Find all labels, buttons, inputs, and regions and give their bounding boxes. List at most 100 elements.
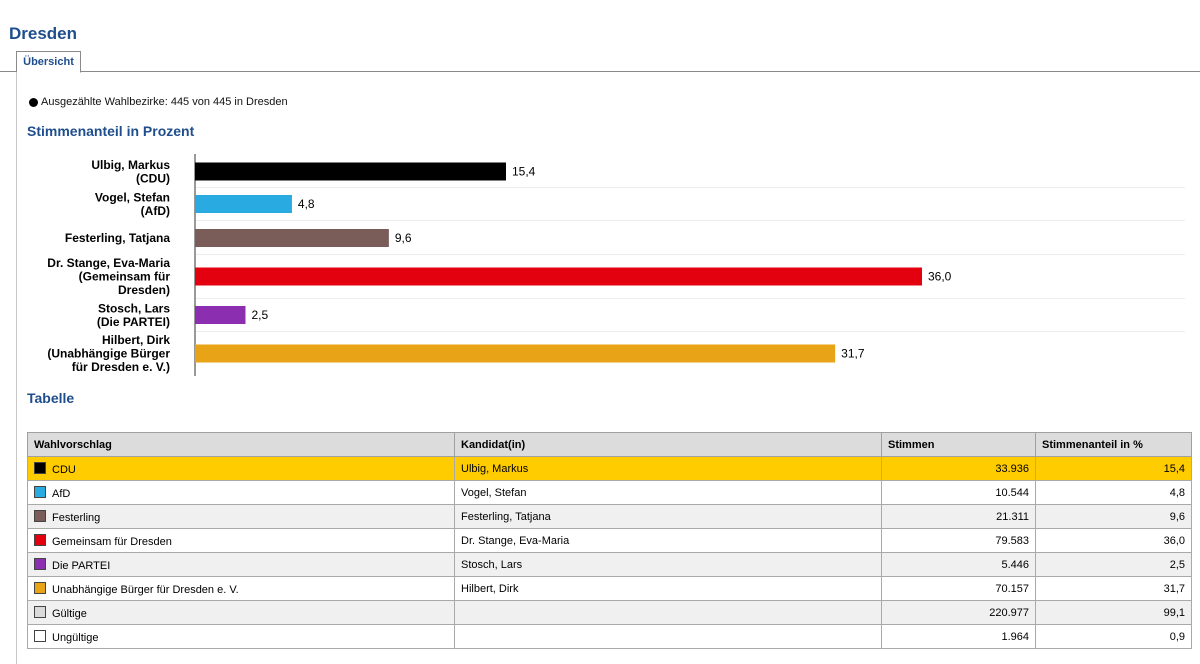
cell-candidate-text: Ulbig, Markus <box>461 462 529 475</box>
cell-votes-text: 21.311 <box>996 510 1029 523</box>
column-header-kandidat[interactable]: Kandidat(in) <box>454 432 882 457</box>
column-header-wahlvorschlag[interactable]: Wahlvorschlag <box>27 432 455 457</box>
table-row[interactable]: Gültige 220.977 99,1 <box>27 600 1192 625</box>
tab-uebersicht[interactable]: Übersicht <box>16 51 81 73</box>
bar-value-label: 9,6 <box>395 231 412 245</box>
category-label: (Unabhängige Bürger <box>47 347 170 361</box>
cell-share: 99,1 <box>1035 600 1192 625</box>
table-row[interactable]: Gemeinsam für Dresden Dr. Stange, Eva-Mar… <box>27 528 1192 553</box>
bar-chart: Ulbig, Markus(CDU) 15,4 Vogel, Stefan(AfD)… <box>47 154 1185 376</box>
table-row[interactable]: Unabhängige Bürger für Dresden e. V. Hilb… <box>27 576 1192 601</box>
cell-candidate-text: Stosch, Lars <box>461 558 523 571</box>
tab-bar-divider <box>0 71 1200 72</box>
tab-bar: Übersicht <box>0 50 1200 73</box>
cell-candidate-text: Vogel, Stefan <box>461 486 527 499</box>
bar-value-label: 15,4 <box>512 165 536 179</box>
cell-party: AfD <box>27 480 455 505</box>
cell-votes: 220.977 <box>881 600 1036 625</box>
cell-candidate: Dr. Stange, Eva-Maria <box>454 528 882 553</box>
cell-share: 15,4 <box>1035 456 1192 481</box>
cell-votes-text: 70.157 <box>995 582 1029 595</box>
bar[interactable] <box>195 195 292 213</box>
category-label: (Die PARTEI) <box>97 315 170 329</box>
table-header-row: Wahlvorschlag Kandidat(in) Stimmen Stimm… <box>27 432 1192 457</box>
cell-candidate: Stosch, Lars <box>454 552 882 577</box>
cell-party: CDU <box>27 456 455 481</box>
page-title: Dresden <box>9 24 78 43</box>
chart-heading: Stimmenanteil in Prozent <box>27 123 195 139</box>
cell-votes: 33.936 <box>881 456 1036 481</box>
cell-share-text: 31,7 <box>1163 582 1185 595</box>
status-dot-icon <box>29 97 38 107</box>
cell-votes-text: 10.544 <box>995 486 1029 499</box>
column-header-stimmenanteil[interactable]: Stimmenanteil in % <box>1035 432 1192 457</box>
table-row[interactable]: AfD Vogel, Stefan 10.544 4,8 <box>27 480 1192 505</box>
bar-value-label: 4,8 <box>298 197 315 211</box>
content-frame <box>16 72 1200 664</box>
cell-share-text: 15,4 <box>1163 462 1185 475</box>
cell-share: 2,5 <box>1035 552 1192 577</box>
category-label: Dresden) <box>118 283 170 297</box>
cell-party-text: Gemeinsam für Dresden <box>52 535 172 548</box>
cell-candidate <box>454 600 882 625</box>
table-row[interactable]: Ungültige 1.964 0,9 <box>27 624 1192 649</box>
category-label: (Gemeinsam für <box>79 270 171 284</box>
cell-party-text: AfD <box>52 487 71 500</box>
table-row[interactable]: CDU Ulbig, Markus 33.936 15,4 <box>27 456 1192 481</box>
bar-value-label: 36,0 <box>928 270 952 284</box>
color-swatch-icon <box>34 485 46 498</box>
cell-share: 36,0 <box>1035 528 1192 553</box>
category-label: Hilbert, Dirk <box>102 333 170 347</box>
table-row[interactable]: Die PARTEI Stosch, Lars 5.446 2,5 <box>27 552 1192 577</box>
category-label: Ulbig, Markus <box>91 158 170 172</box>
category-label: Dr. Stange, Eva-Maria <box>47 256 170 270</box>
cell-share-text: 2,5 <box>1169 558 1185 571</box>
category-label: (AfD) <box>141 204 170 218</box>
cell-candidate-text: Dr. Stange, Eva-Maria <box>461 534 570 547</box>
cell-candidate: Hilbert, Dirk <box>454 576 882 601</box>
cell-share-text: 99,1 <box>1163 606 1185 619</box>
cell-candidate-text: Hilbert, Dirk <box>461 582 519 595</box>
cell-share: 0,9 <box>1035 624 1192 649</box>
results-table-container: Wahlvorschlag Kandidat(in) Stimmen Stimm… <box>27 432 1192 649</box>
cell-votes: 70.157 <box>881 576 1036 601</box>
cell-share: 31,7 <box>1035 576 1192 601</box>
cell-party-text: Unabhängige Bürger für Dresden e. V. <box>52 583 239 596</box>
cell-party: Gültige <box>27 600 455 625</box>
cell-votes-text: 33.936 <box>995 462 1029 475</box>
table-row[interactable]: Festerling Festerling, Tatjana 21.311 9,6 <box>27 504 1192 529</box>
cell-votes-text: 1.964 <box>1001 630 1029 643</box>
cell-party-text: Ungültige <box>52 631 99 644</box>
cell-share-text: 0,9 <box>1169 630 1185 643</box>
color-swatch-icon <box>34 605 46 618</box>
column-header-stimmen[interactable]: Stimmen <box>881 432 1036 457</box>
cell-share-text: 4,8 <box>1169 486 1185 499</box>
results-table: Wahlvorschlag Kandidat(in) Stimmen Stimm… <box>27 432 1192 649</box>
bar[interactable] <box>195 306 246 324</box>
cell-candidate-text: Festerling, Tatjana <box>461 510 551 523</box>
bar[interactable] <box>195 267 922 286</box>
cell-party: Die PARTEI <box>27 552 455 577</box>
bar-value-label: 31,7 <box>841 347 865 361</box>
bar-value-label: 2,5 <box>251 308 268 322</box>
table-heading: Tabelle <box>27 390 75 406</box>
bar[interactable] <box>195 344 836 363</box>
cell-party-text: Gültige <box>52 607 87 620</box>
bar[interactable] <box>195 229 389 247</box>
cell-candidate: Festerling, Tatjana <box>454 504 882 529</box>
bar[interactable] <box>195 162 506 181</box>
color-swatch-icon <box>34 533 46 546</box>
cell-votes-text: 5.446 <box>1001 558 1029 571</box>
cell-votes-text: 79.583 <box>995 534 1029 547</box>
cell-party: Festerling <box>27 504 455 529</box>
cell-share-text: 9,6 <box>1169 510 1185 523</box>
cell-party: Unabhängige Bürger für Dresden e. V. <box>27 576 455 601</box>
category-label: (CDU) <box>136 171 170 185</box>
cell-votes: 21.311 <box>881 504 1036 529</box>
cell-candidate: Vogel, Stefan <box>454 480 882 505</box>
color-swatch-icon <box>34 629 46 642</box>
cell-votes: 79.583 <box>881 528 1036 553</box>
cell-votes-text: 220.977 <box>989 606 1029 619</box>
category-label: Stosch, Lars <box>98 301 170 315</box>
category-label: Festerling, Tatjana <box>65 231 170 245</box>
